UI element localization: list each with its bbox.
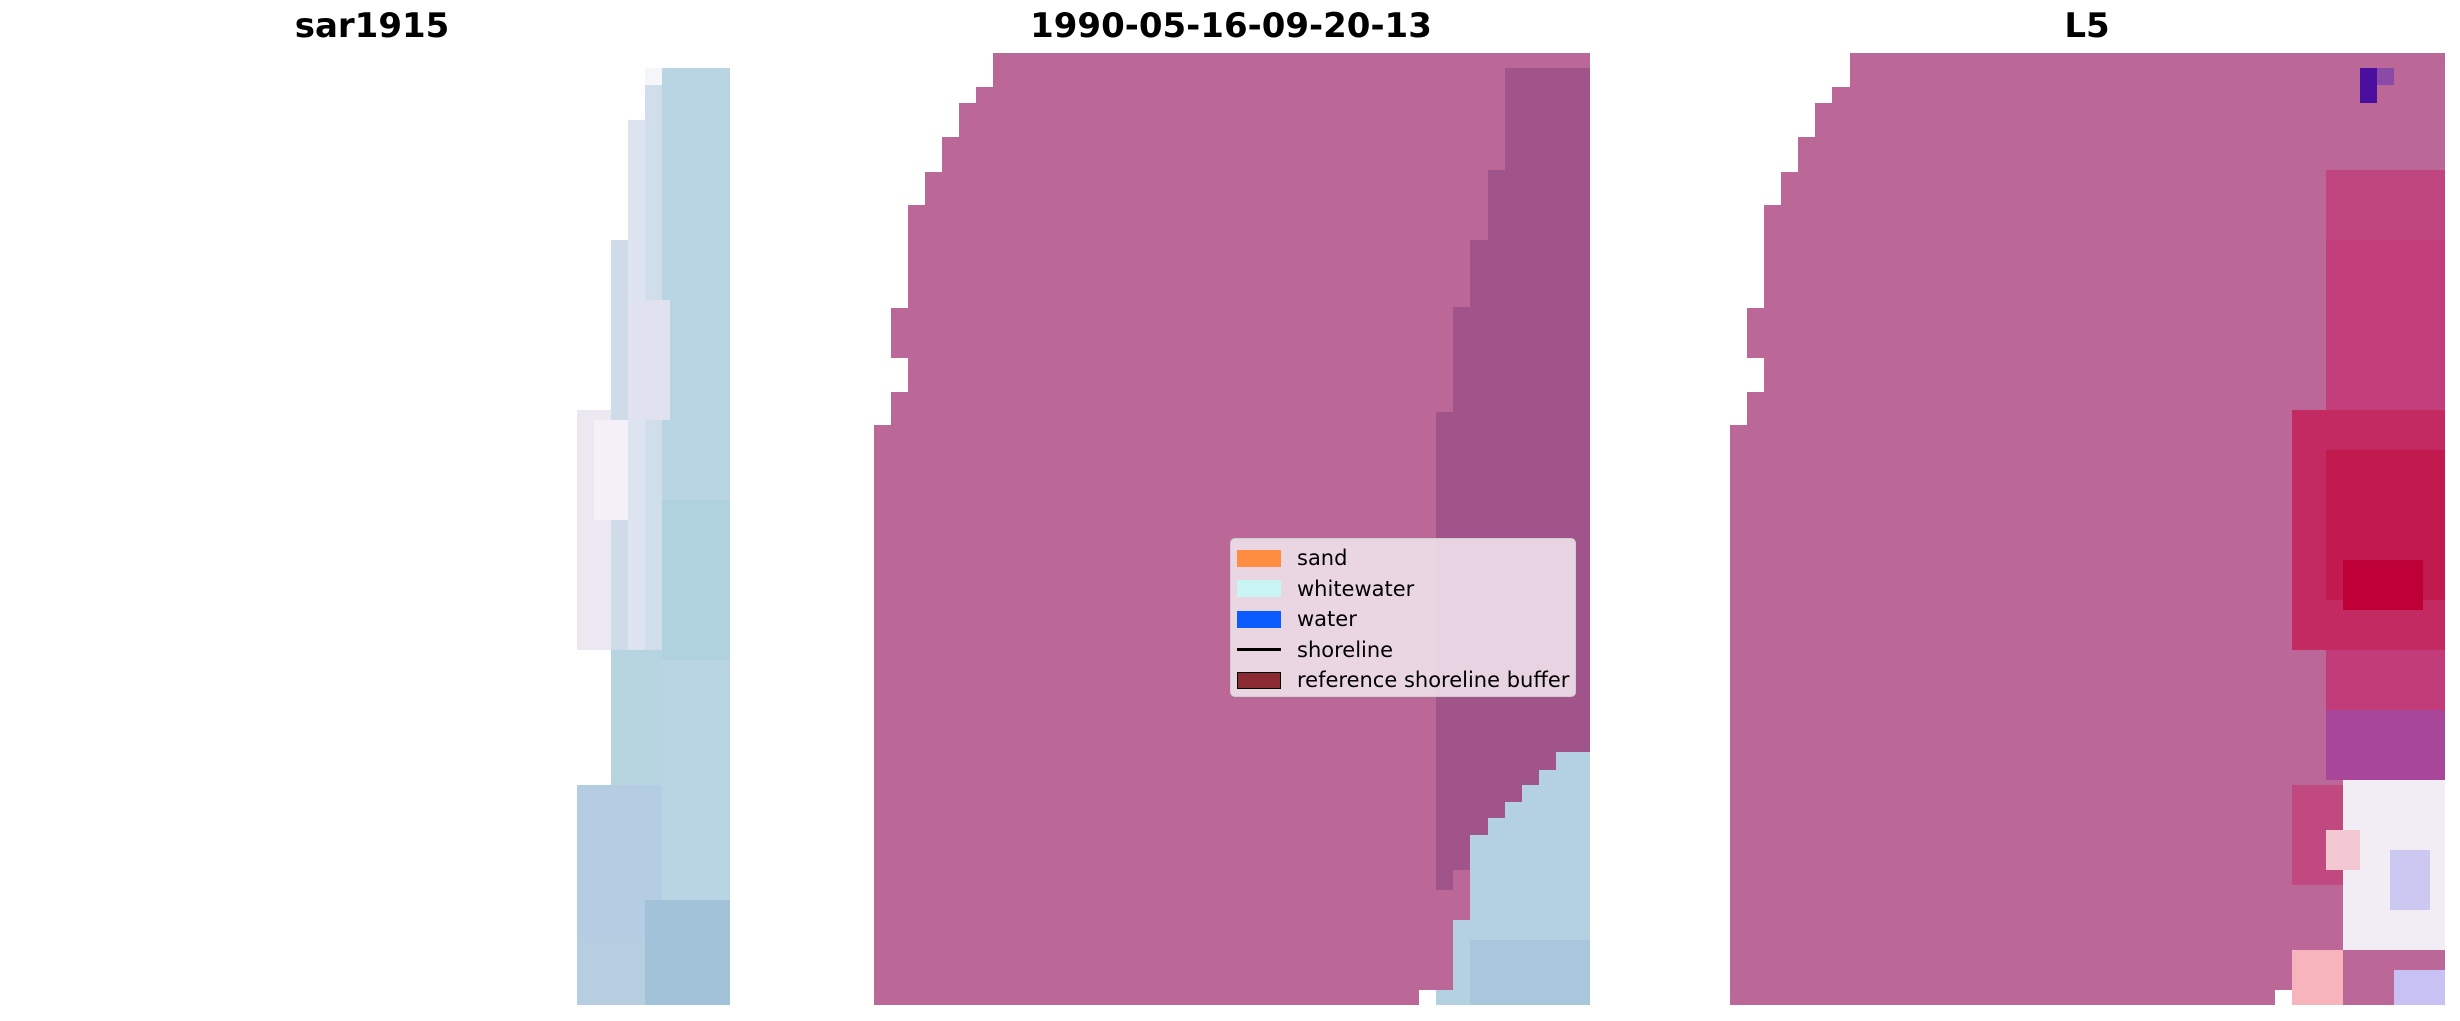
- buffer-region-right: [1730, 53, 2445, 1005]
- legend: sand whitewater water shoreline referenc…: [1230, 538, 1576, 697]
- legend-item-sand: sand: [1237, 543, 1575, 574]
- legend-item-whitewater: whitewater: [1237, 574, 1575, 605]
- deep-water-patch-middle: [1470, 940, 1590, 1005]
- sand-swatch: [1237, 549, 1281, 567]
- legend-label-reference-buffer: reference shoreline buffer: [1297, 668, 1570, 693]
- whitewater-swatch: [1237, 580, 1281, 598]
- title-middle: 1990-05-16-09-20-13: [1030, 6, 1432, 46]
- shoreline-line-swatch: [1237, 648, 1281, 652]
- buffer-region-middle: [874, 53, 1590, 1005]
- legend-item-water: water: [1237, 604, 1575, 635]
- index-heat-region-right: [2292, 68, 2445, 1005]
- water-swatch: [1237, 610, 1281, 628]
- legend-item-reference-buffer: reference shoreline buffer: [1237, 665, 1575, 696]
- reference-buffer-swatch: [1237, 671, 1281, 689]
- title-right: L5: [2064, 6, 2110, 46]
- legend-item-shoreline: shoreline: [1237, 635, 1575, 666]
- legend-label-whitewater: whitewater: [1297, 576, 1415, 601]
- satellite-strip-left: [577, 68, 730, 1005]
- title-left: sar1915: [294, 6, 450, 46]
- legend-label-water: water: [1297, 607, 1357, 632]
- legend-label-shoreline: shoreline: [1297, 637, 1394, 662]
- legend-label-sand: sand: [1297, 546, 1348, 571]
